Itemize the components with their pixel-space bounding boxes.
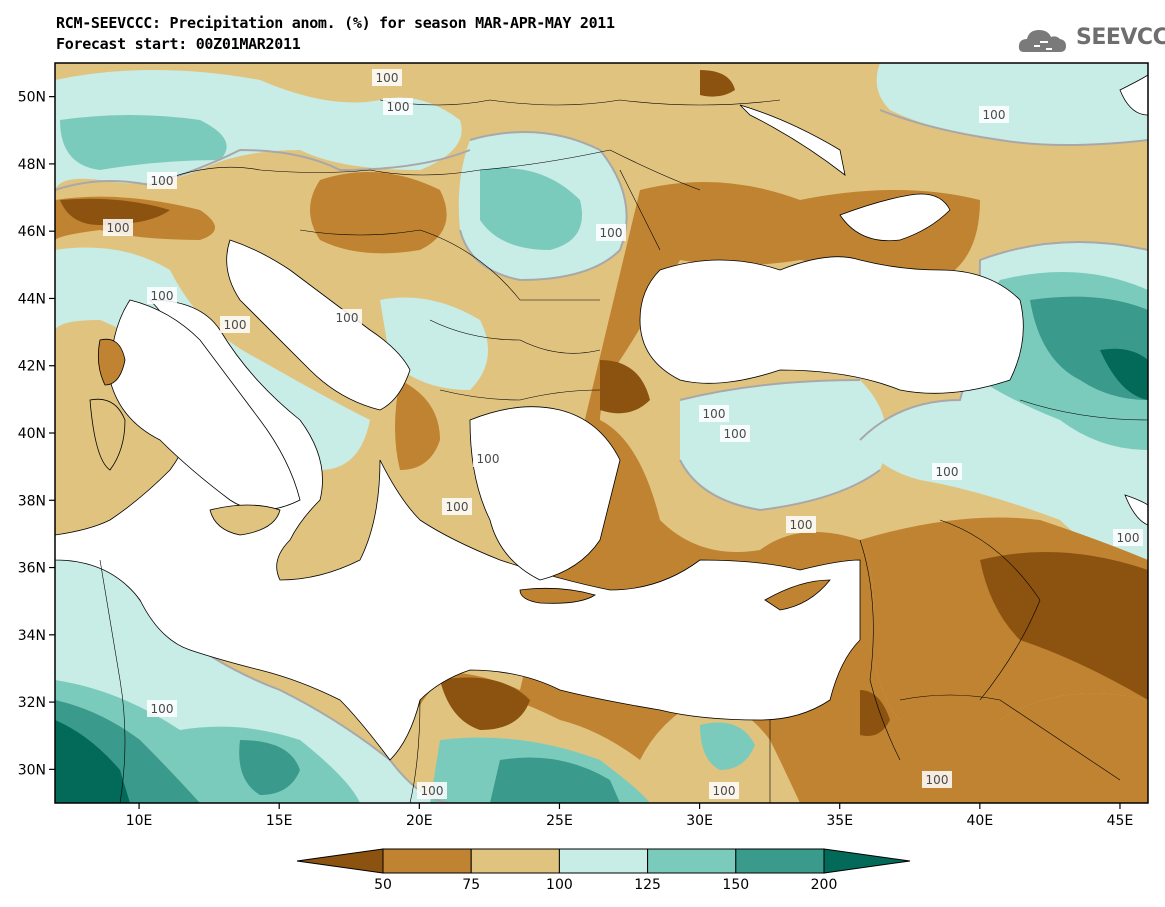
seevccc-logo: SEEVCCC xyxy=(1076,25,1165,50)
contour-label: 100 xyxy=(224,318,247,332)
lat-tick-label: 40N xyxy=(18,426,46,442)
contour-label: 100 xyxy=(421,784,444,798)
country-borders xyxy=(99,99,1148,803)
anomaly-field xyxy=(55,63,1148,803)
lon-tick-label: 10E xyxy=(126,813,153,829)
contour-label-box xyxy=(147,287,177,304)
colorbar-label: 125 xyxy=(634,877,661,893)
sea-mask xyxy=(55,74,1148,761)
colorbar-box xyxy=(470,848,560,874)
lon-tick-label: 30E xyxy=(686,813,713,829)
contour-label: 100 xyxy=(477,452,500,466)
contour-label: 100 xyxy=(936,465,959,479)
colorbar-box xyxy=(647,848,737,874)
contour-label: 100 xyxy=(713,784,736,798)
contour-label-box xyxy=(699,405,729,422)
lat-tick-label: 34N xyxy=(18,628,46,644)
lat-tick-label: 30N xyxy=(18,762,46,778)
contour-label: 100 xyxy=(983,108,1006,122)
contour-label-box xyxy=(372,69,402,86)
forecast-start-subtitle: Forecast start: 00Z01MAR2011 xyxy=(56,35,301,53)
contour-label: 100 xyxy=(790,518,813,532)
lat-tick-label: 46N xyxy=(18,224,46,240)
colorbar-box xyxy=(558,848,649,874)
contour-label-box xyxy=(922,771,952,788)
contour-label: 100 xyxy=(600,226,623,240)
contour-label-box xyxy=(709,782,739,799)
contour-label-box xyxy=(442,498,472,515)
contour-label-box xyxy=(417,782,447,799)
lon-tick-label: 35E xyxy=(826,813,853,829)
contour-label: 100 xyxy=(1117,531,1140,545)
lat-tick-label: 44N xyxy=(18,291,46,307)
map-title: RCM-SEEVCCC: Precipitation anom. (%) for… xyxy=(56,14,615,32)
contour-label-box xyxy=(786,516,816,533)
contour-label-box xyxy=(473,450,503,467)
lon-tick-label: 15E xyxy=(266,813,293,829)
colorbar-box xyxy=(735,848,825,874)
lon-tick-label: 45E xyxy=(1107,813,1134,829)
contour-label: 100 xyxy=(151,174,174,188)
contour-label: 100 xyxy=(387,100,410,114)
contour-label-box xyxy=(103,219,133,236)
colorbar-lower-triangle xyxy=(296,848,384,874)
contour-labels: 100 100 100 100 100 100 100 100 100 100 100 100 100 1… xyxy=(103,69,1143,799)
contour-label: 100 xyxy=(336,311,359,325)
lat-tick-label: 36N xyxy=(18,561,46,577)
contour-label-box xyxy=(332,309,362,326)
islands xyxy=(89,338,831,611)
colorbar-label: 75 xyxy=(462,877,480,893)
colorbar-label: 50 xyxy=(374,877,392,893)
contour-label-box xyxy=(596,224,626,241)
contour-label: 100 xyxy=(446,500,469,514)
contour-label-box xyxy=(720,425,750,442)
lat-tick-label: 50N xyxy=(18,90,46,106)
contour-label-box xyxy=(220,316,250,333)
contour-label-box xyxy=(1113,529,1143,546)
contour-label: 100 xyxy=(703,407,726,421)
contour-label-box xyxy=(383,98,413,115)
colorbar-label: 100 xyxy=(546,877,573,893)
contour-label: 100 xyxy=(376,71,399,85)
contour-label-box xyxy=(979,106,1009,123)
contour-label-box xyxy=(932,463,962,480)
contour-label: 100 xyxy=(926,773,949,787)
lat-tick-label: 38N xyxy=(18,493,46,509)
colorbar-label: 200 xyxy=(811,877,838,893)
cloud-icon xyxy=(1018,30,1066,52)
contour-label: 100 xyxy=(724,427,747,441)
contour-label-box xyxy=(147,172,177,189)
contour-label: 100 xyxy=(107,221,130,235)
lon-tick-label: 25E xyxy=(546,813,573,829)
colorbar-label: 150 xyxy=(722,877,749,893)
colorbar-box xyxy=(382,848,472,874)
lat-tick-label: 48N xyxy=(18,157,46,173)
contour-label-box xyxy=(147,700,177,717)
lat-tick-label: 32N xyxy=(18,695,46,711)
lon-tick-label: 40E xyxy=(967,813,994,829)
contour-label: 100 xyxy=(151,289,174,303)
colorbar-upper-triangle xyxy=(823,848,911,874)
lat-tick-label: 42N xyxy=(18,359,46,375)
map-axes: 30N 32N 34N 36N 38N 40N 42N 44N 46N 48N 50N 10E 15E 2… xyxy=(18,90,1134,829)
contour-label: 100 xyxy=(151,702,174,716)
lon-tick-label: 20E xyxy=(406,813,433,829)
